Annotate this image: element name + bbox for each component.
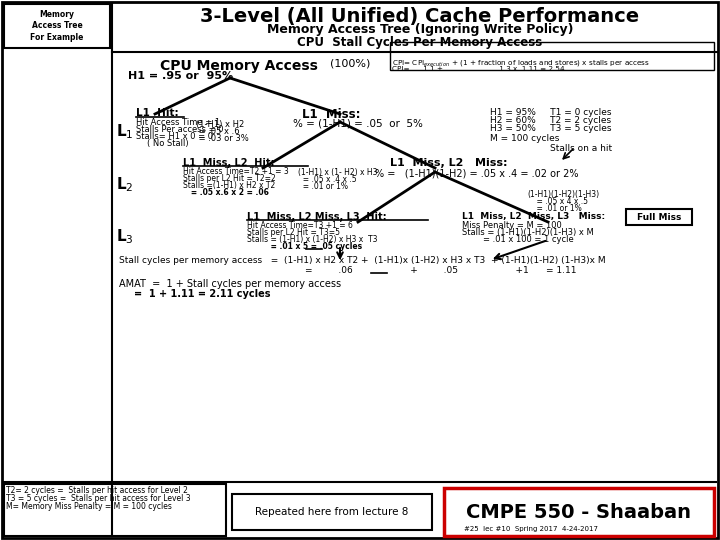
Text: #25  lec #10  Spring 2017  4-24-2017: #25 lec #10 Spring 2017 4-24-2017 (464, 526, 598, 532)
Text: Hit Access Time = 1: Hit Access Time = 1 (136, 118, 220, 127)
Text: Miss Penalty = M = 100: Miss Penalty = M = 100 (462, 221, 562, 230)
Text: = .05 x .6: = .05 x .6 (196, 127, 240, 136)
Text: T3 = 5 cycles =  Stalls per hit access for Level 3: T3 = 5 cycles = Stalls per hit access fo… (6, 494, 191, 503)
Text: Hit Access Time=T3 +1 = 6: Hit Access Time=T3 +1 = 6 (247, 221, 353, 230)
Text: T2= 2 cycles =  Stalls per hit access for Level 2: T2= 2 cycles = Stalls per hit access for… (6, 486, 188, 495)
Text: Stalls = (1-H1)(1-H2)(1-H3) x M: Stalls = (1-H1)(1-H2)(1-H3) x M (462, 228, 594, 237)
Text: % = (1-H1) = .05  or  5%: % = (1-H1) = .05 or 5% (293, 119, 423, 129)
Text: H1 = .95 or  95%: H1 = .95 or 95% (128, 71, 233, 81)
Text: M = 100 cycles: M = 100 cycles (490, 134, 559, 143)
Text: CMPE 550 - Shaaban: CMPE 550 - Shaaban (467, 503, 691, 522)
Text: = .01 x 100 = 1 cycle: = .01 x 100 = 1 cycle (462, 235, 574, 244)
Text: L1  Miss, L2  Hit:: L1 Miss, L2 Hit: (183, 158, 274, 168)
Text: (1-H1) x H2: (1-H1) x H2 (196, 120, 244, 129)
Bar (232, 494, 432, 530)
Text: L$_2$: L$_2$ (116, 175, 133, 194)
Text: AMAT  =  1 + Stall cycles per memory access: AMAT = 1 + Stall cycles per memory acces… (119, 279, 341, 289)
Text: Stalls =(1-H1) x H2 x T2: Stalls =(1-H1) x H2 x T2 (183, 181, 275, 190)
Text: Stalls = (1-H1) x (1-H2) x H3 x  T3: Stalls = (1-H1) x (1-H2) x H3 x T3 (247, 235, 377, 244)
Text: Stalls= H1 x 0 = 0: Stalls= H1 x 0 = 0 (136, 132, 213, 141)
Bar (4, 4, 110, 48)
Text: CPI= CPI$_{execution}$ + (1 + fraction of loads and stores) x stalls per access: CPI= CPI$_{execution}$ + (1 + fraction o… (392, 58, 650, 68)
Bar (444, 488, 714, 536)
Text: = .03 or 3%: = .03 or 3% (196, 134, 248, 143)
Bar (4, 484, 226, 536)
Text: L$_3$: L$_3$ (116, 227, 134, 246)
Text: % =   (1-H1)(1-H2) = .05 x .4 = .02 or 2%: % = (1-H1)(1-H2) = .05 x .4 = .02 or 2% (375, 169, 578, 179)
Text: 3-Level (All Unified) Cache Performance: 3-Level (All Unified) Cache Performance (200, 7, 639, 26)
Text: H1 = 95%     T1 = 0 cycles: H1 = 95% T1 = 0 cycles (490, 108, 611, 117)
Text: Full Miss: Full Miss (636, 213, 681, 221)
Text: H2 = 60%     T2 = 2 cycles: H2 = 60% T2 = 2 cycles (490, 116, 611, 125)
Text: = .05 x 4 x .5: = .05 x 4 x .5 (527, 197, 588, 206)
Text: Memory Access Tree (Ignoring Write Policy): Memory Access Tree (Ignoring Write Polic… (266, 23, 573, 36)
Text: Stalls per L2 Hit = T2=2: Stalls per L2 Hit = T2=2 (183, 174, 276, 183)
Text: = .01 x 5 = .05 cycles: = .01 x 5 = .05 cycles (247, 242, 362, 251)
Text: Hit Access Time=T2 +1 = 3: Hit Access Time=T2 +1 = 3 (183, 167, 289, 176)
Text: L1  Miss, L2 Miss, L3  Hit:: L1 Miss, L2 Miss, L3 Hit: (247, 212, 387, 222)
Text: = .05 x.6 x 2 = .06: = .05 x.6 x 2 = .06 (183, 188, 269, 197)
Bar (390, 42, 714, 70)
Text: CPU  Stall Cycles Per Memory Access: CPU Stall Cycles Per Memory Access (297, 36, 543, 49)
Text: = .05 x .4 x .5: = .05 x .4 x .5 (298, 175, 356, 184)
Text: Stall cycles per memory access   =  (1-H1) x H2 x T2 +  (1-H1)x (1-H2) x H3 x T3: Stall cycles per memory access = (1-H1) … (119, 256, 606, 265)
Text: CPI=      1.1 +                         1.3 x  1.11 = 2.54: CPI= 1.1 + 1.3 x 1.11 = 2.54 (392, 66, 564, 72)
Text: (100%): (100%) (330, 59, 370, 69)
Text: L1  Miss, L2  Miss, L3   Miss:: L1 Miss, L2 Miss, L3 Miss: (462, 212, 605, 221)
Text: Stalls per L2 Hit = T3=5: Stalls per L2 Hit = T3=5 (247, 228, 340, 237)
Text: Memory
Access Tree
For Example: Memory Access Tree For Example (30, 10, 84, 42)
Text: L$_1$: L$_1$ (116, 122, 134, 141)
Text: ( No Stall): ( No Stall) (147, 139, 189, 148)
Text: (1-H1) x (1- H2) x H3: (1-H1) x (1- H2) x H3 (298, 168, 377, 177)
Text: CPU Memory Access: CPU Memory Access (160, 59, 318, 73)
Text: L1  Miss, L2   Miss:: L1 Miss, L2 Miss: (390, 158, 508, 168)
Text: Repeated here from lecture 8: Repeated here from lecture 8 (256, 507, 409, 517)
Text: = .01 or 1%: = .01 or 1% (298, 182, 348, 191)
Text: L1  Hit:: L1 Hit: (136, 108, 179, 118)
Text: =  1 + 1.11 = 2.11 cycles: = 1 + 1.11 = 2.11 cycles (134, 289, 271, 299)
Text: L1  Miss:: L1 Miss: (302, 108, 361, 121)
Text: Stalls on a hit: Stalls on a hit (550, 144, 612, 153)
Bar (626, 209, 692, 225)
Text: M= Memory Miss Penalty = M = 100 cycles: M= Memory Miss Penalty = M = 100 cycles (6, 502, 172, 511)
Text: = .01 or 1%: = .01 or 1% (527, 204, 582, 213)
Text: Stalls Per access = 0: Stalls Per access = 0 (136, 125, 223, 134)
Text: =         .06                    +         .05                    +1      = 1.11: = .06 + .05 +1 = 1.11 (305, 266, 577, 275)
Text: H3 = 50%     T3 = 5 cycles: H3 = 50% T3 = 5 cycles (490, 124, 611, 133)
Text: (1-H1)(1-H2)(1-H3): (1-H1)(1-H2)(1-H3) (527, 190, 599, 199)
